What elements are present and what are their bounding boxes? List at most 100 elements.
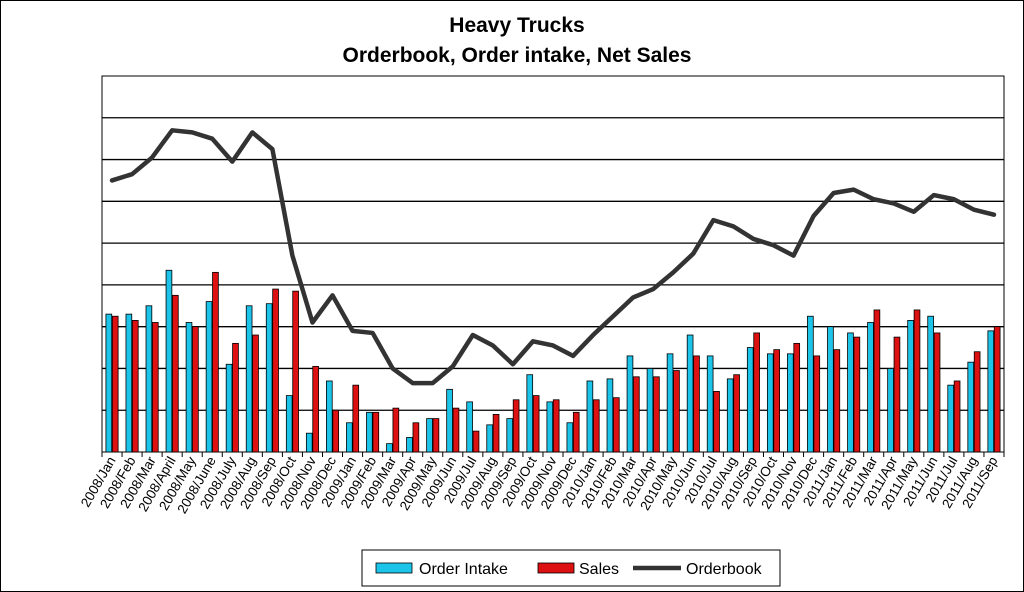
order-intake-bar bbox=[406, 436, 413, 453]
sales-bar bbox=[492, 413, 500, 453]
sales-bar bbox=[412, 422, 420, 453]
sales-bar bbox=[592, 399, 600, 453]
sales-bar bbox=[172, 294, 179, 453]
order-intake-bar bbox=[185, 322, 193, 453]
legend: Order Intake Sales Orderbook bbox=[361, 549, 781, 587]
order-intake-bar bbox=[847, 332, 854, 453]
order-intake-bar bbox=[867, 322, 874, 453]
chart-title: Heavy Trucks bbox=[449, 14, 584, 37]
order-intake-bar bbox=[987, 330, 995, 453]
sales-bar bbox=[653, 376, 660, 453]
order-intake-bar bbox=[225, 363, 233, 453]
sales-bar bbox=[953, 380, 961, 453]
sales-bar bbox=[613, 397, 620, 453]
order-intake-bar bbox=[466, 401, 473, 453]
order-intake-bar bbox=[386, 443, 393, 453]
order-intake-bar bbox=[907, 319, 914, 453]
order-intake-bar bbox=[205, 301, 213, 453]
order-intake-bar bbox=[887, 368, 894, 453]
order-intake-bar bbox=[145, 305, 153, 453]
legend-swatch bbox=[537, 562, 575, 574]
order-intake-bar bbox=[305, 432, 313, 453]
sales-bar bbox=[913, 309, 921, 453]
sales-bar bbox=[633, 376, 640, 453]
order-intake-bar bbox=[646, 368, 654, 453]
sales-bar bbox=[352, 384, 360, 453]
legend-swatch bbox=[375, 562, 413, 574]
sales-bar bbox=[252, 334, 259, 453]
order-intake-bar bbox=[486, 424, 493, 453]
legend-label: Sales bbox=[579, 561, 619, 578]
sales-bar bbox=[111, 315, 119, 453]
sales-bar bbox=[192, 326, 199, 453]
sales-bar bbox=[472, 430, 480, 453]
sales-bar bbox=[713, 391, 720, 453]
sales-bar bbox=[733, 374, 740, 453]
order-intake-bar bbox=[787, 353, 794, 453]
chart-subtitle: Orderbook, Order intake, Net Sales bbox=[343, 44, 692, 67]
sales-bar bbox=[552, 399, 560, 453]
order-intake-bar bbox=[586, 380, 594, 453]
order-intake-bar bbox=[827, 326, 834, 453]
order-intake-bar bbox=[346, 422, 353, 453]
sales-bar bbox=[452, 407, 460, 453]
order-intake-bar bbox=[766, 353, 774, 453]
sales-bar bbox=[572, 411, 580, 453]
order-intake-bar bbox=[626, 355, 634, 453]
order-intake-bar bbox=[265, 303, 273, 453]
sales-bar bbox=[753, 332, 760, 453]
order-intake-bar bbox=[366, 411, 373, 453]
sales-bar bbox=[793, 342, 801, 453]
sales-bar bbox=[512, 399, 520, 453]
order-intake-bar bbox=[245, 305, 253, 453]
sales-bar bbox=[693, 355, 700, 453]
sales-bar bbox=[673, 370, 680, 453]
sales-bar bbox=[933, 332, 941, 453]
order-intake-bar bbox=[546, 401, 554, 453]
sales-bar bbox=[873, 309, 881, 453]
sales-bar bbox=[232, 342, 239, 453]
legend-label: Orderbook bbox=[686, 561, 763, 578]
legend-label: Order Intake bbox=[419, 561, 508, 578]
order-intake-bar bbox=[105, 313, 113, 453]
order-intake-bar bbox=[726, 378, 734, 453]
sales-bar bbox=[813, 355, 821, 453]
order-intake-bar bbox=[807, 315, 814, 453]
order-intake-bar bbox=[746, 347, 754, 453]
sales-bar bbox=[392, 407, 400, 453]
order-intake-bar bbox=[666, 353, 674, 453]
sales-bar bbox=[152, 322, 159, 453]
order-intake-bar bbox=[526, 374, 534, 453]
order-intake-bar bbox=[426, 418, 433, 453]
sales-bar bbox=[312, 365, 319, 453]
order-intake-bar bbox=[947, 384, 954, 453]
order-intake-bar bbox=[566, 422, 574, 453]
orderbook-line bbox=[109, 128, 997, 386]
order-intake-bar bbox=[506, 418, 514, 453]
order-intake-bar bbox=[165, 269, 173, 453]
sales-bar bbox=[432, 418, 440, 453]
sales-bar bbox=[131, 319, 139, 453]
order-intake-bar bbox=[706, 355, 714, 453]
sales-bar bbox=[893, 336, 901, 453]
order-intake-bar bbox=[326, 380, 333, 453]
order-intake-bar bbox=[285, 395, 293, 453]
order-intake-bar bbox=[606, 378, 614, 453]
plot-area: 2008/Jan2008/Feb2008/Mar2008/April2008/M… bbox=[78, 75, 1005, 516]
sales-bar bbox=[773, 349, 780, 453]
sales-bar bbox=[292, 290, 299, 453]
sales-bar bbox=[372, 411, 380, 453]
sales-bar bbox=[532, 395, 540, 453]
sales-bar bbox=[272, 288, 279, 453]
order-intake-bar bbox=[927, 315, 934, 453]
order-intake-bar bbox=[686, 334, 694, 453]
order-intake-bar bbox=[446, 388, 453, 453]
sales-bar bbox=[332, 409, 340, 453]
sales-bar bbox=[853, 336, 861, 453]
sales-bar bbox=[993, 326, 1001, 453]
order-intake-bar bbox=[967, 361, 975, 453]
sales-bar bbox=[833, 349, 841, 453]
sales-bar bbox=[973, 351, 981, 453]
